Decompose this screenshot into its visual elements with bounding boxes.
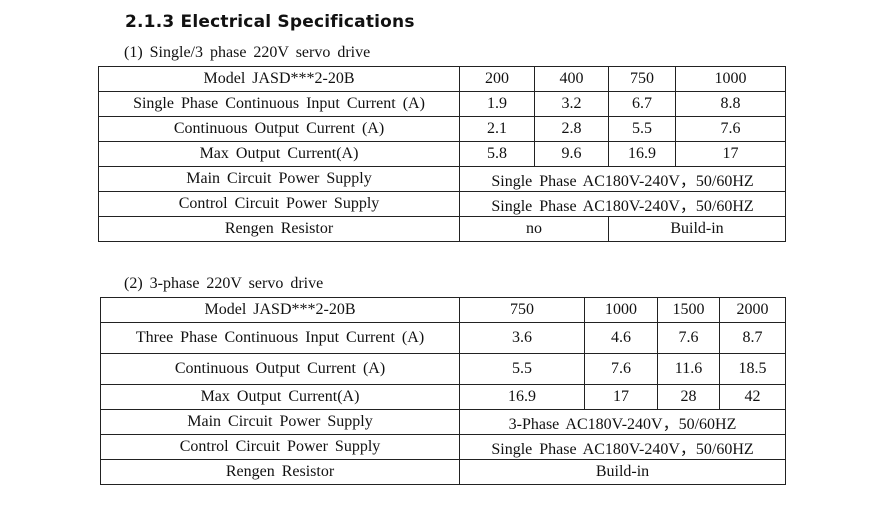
table-row: Main Circuit Power Supply 3-Phase AC180V… — [100, 409, 786, 435]
table-row: Control Circuit Power Supply Single Phas… — [98, 191, 786, 217]
value-cell: Build-in — [459, 459, 786, 485]
value-cell: 5.5 — [608, 116, 676, 142]
row-label-cell: Continuous Output Current (A) — [98, 116, 460, 142]
value-cell: 28 — [657, 384, 720, 410]
value-cell: 17 — [675, 141, 786, 167]
value-cell: 6.7 — [608, 91, 676, 117]
row-label-cell: Single Phase Continuous Input Current (A… — [98, 91, 460, 117]
value-cell: no — [459, 216, 609, 242]
table-row: Continuous Output Current (A) 5.5 7.6 11… — [100, 353, 786, 385]
row-label-cell: Main Circuit Power Supply — [98, 166, 460, 192]
value-cell: 7.6 — [657, 322, 720, 354]
row-label-cell: Main Circuit Power Supply — [100, 409, 460, 435]
value-cell: 18.5 — [719, 353, 786, 385]
row-label-cell: Rengen Resistor — [98, 216, 460, 242]
table-row: Continuous Output Current (A) 2.1 2.8 5.… — [98, 116, 786, 142]
row-label-cell: Max Output Current(A) — [100, 384, 460, 410]
model-cell: 750 — [459, 297, 585, 323]
value-cell: 3-Phase AC180V-240V，50/60HZ — [459, 409, 786, 435]
value-cell: 7.6 — [675, 116, 786, 142]
row-label-cell: Control Circuit Power Supply — [100, 434, 460, 460]
value-cell: 42 — [719, 384, 786, 410]
section-title: 2.1.3 Electrical Specifications — [125, 12, 415, 32]
value-cell: Single Phase AC180V-240V，50/60HZ — [459, 434, 786, 460]
value-cell: 5.5 — [459, 353, 585, 385]
table2-caption: (2) 3-phase 220V servo drive — [124, 275, 324, 292]
model-cell: 1500 — [657, 297, 720, 323]
value-cell: 7.6 — [584, 353, 658, 385]
value-cell: Single Phase AC180V-240V，50/60HZ — [459, 191, 786, 217]
value-cell: 8.7 — [719, 322, 786, 354]
single-phase-spec-table: Model JASD***2-20B 200 400 750 1000 Sing… — [98, 66, 786, 242]
value-cell: 16.9 — [459, 384, 585, 410]
row-label-cell: Control Circuit Power Supply — [98, 191, 460, 217]
three-phase-spec-table: Model JASD***2-20B 750 1000 1500 2000 Th… — [100, 297, 786, 485]
model-cell: 2000 — [719, 297, 786, 323]
table-row: Single Phase Continuous Input Current (A… — [98, 91, 786, 117]
value-cell: 2.8 — [534, 116, 609, 142]
table-row: Max Output Current(A) 5.8 9.6 16.9 17 — [98, 141, 786, 167]
table1-caption: (1) Single/3 phase 220V servo drive — [124, 44, 371, 61]
value-cell: 17 — [584, 384, 658, 410]
value-cell: 16.9 — [608, 141, 676, 167]
model-cell: 1000 — [584, 297, 658, 323]
value-cell: 11.6 — [657, 353, 720, 385]
table-row: Control Circuit Power Supply Single Phas… — [100, 434, 786, 460]
value-cell: 4.6 — [584, 322, 658, 354]
table-row: Max Output Current(A) 16.9 17 28 42 — [100, 384, 786, 410]
model-cell: 200 — [459, 66, 535, 92]
value-cell: 8.8 — [675, 91, 786, 117]
value-cell: Single Phase AC180V-240V，50/60HZ — [459, 166, 786, 192]
value-cell: 5.8 — [459, 141, 535, 167]
table-row: Model JASD***2-20B 750 1000 1500 2000 — [100, 297, 786, 323]
model-cell: 750 — [608, 66, 676, 92]
model-cell: 400 — [534, 66, 609, 92]
row-label-cell: Rengen Resistor — [100, 459, 460, 485]
value-cell: 2.1 — [459, 116, 535, 142]
value-cell: 9.6 — [534, 141, 609, 167]
table-row: Model JASD***2-20B 200 400 750 1000 — [98, 66, 786, 92]
table-row: Rengen Resistor Build-in — [100, 459, 786, 485]
table-row: Rengen Resistor no Build-in — [98, 216, 786, 242]
row-label-cell: Continuous Output Current (A) — [100, 353, 460, 385]
table-row: Three Phase Continuous Input Current (A)… — [100, 322, 786, 354]
model-cell: 1000 — [675, 66, 786, 92]
model-label-cell: Model JASD***2-20B — [98, 66, 460, 92]
model-label-cell: Model JASD***2-20B — [100, 297, 460, 323]
value-cell: Build-in — [608, 216, 786, 242]
value-cell: 3.2 — [534, 91, 609, 117]
value-cell: 3.6 — [459, 322, 585, 354]
table-row: Main Circuit Power Supply Single Phase A… — [98, 166, 786, 192]
value-cell: 1.9 — [459, 91, 535, 117]
row-label-cell: Three Phase Continuous Input Current (A) — [100, 322, 460, 354]
row-label-cell: Max Output Current(A) — [98, 141, 460, 167]
